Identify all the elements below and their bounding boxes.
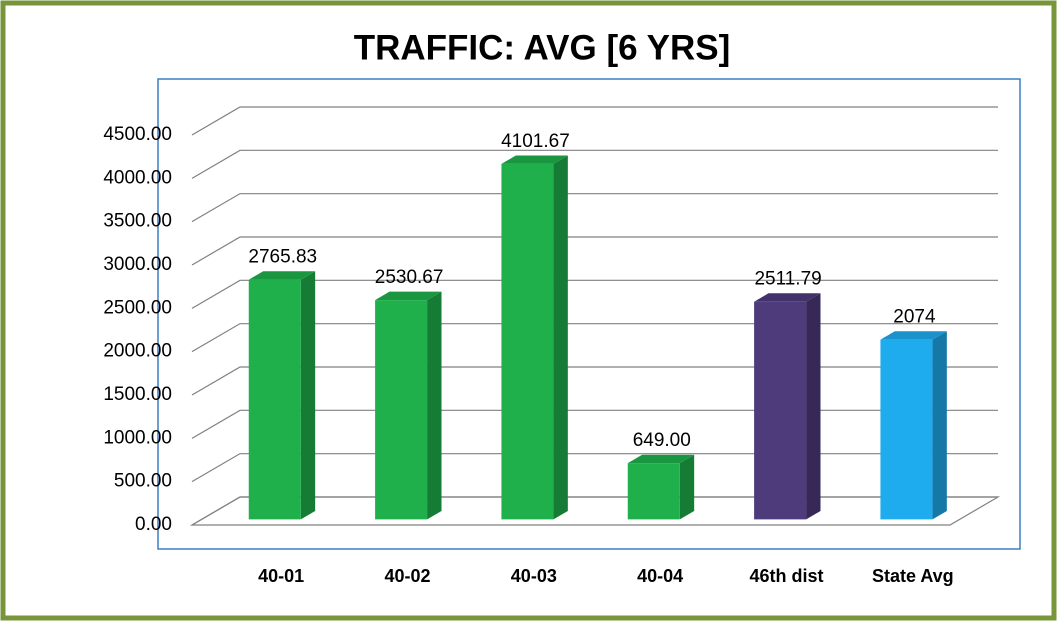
bar-side	[679, 454, 695, 520]
bar-front	[754, 301, 807, 520]
bar-front	[375, 300, 428, 520]
y-tick-label: 2000.00	[103, 341, 172, 362]
bar-side	[553, 155, 568, 520]
y-tick-label: 1000.00	[103, 427, 172, 448]
value-label: 2530.67	[375, 267, 444, 288]
y-tick-label: 500.00	[114, 471, 172, 492]
bar-side	[806, 293, 821, 520]
x-tick-label: State Avg	[872, 566, 954, 586]
y-tick-label: 4000.00	[103, 167, 172, 188]
value-label: 2765.83	[248, 247, 317, 268]
y-tick-label: 3500.00	[103, 211, 172, 232]
grid-line	[191, 279, 998, 309]
grid-line	[191, 496, 998, 526]
x-tick-label: 40-04	[637, 566, 683, 586]
bar	[248, 271, 316, 520]
y-tick-label: 3000.00	[103, 254, 172, 275]
bar	[880, 331, 947, 520]
grid-line	[191, 409, 998, 439]
x-tick-label: 40-02	[384, 566, 430, 586]
bar-front	[880, 339, 933, 520]
bar-front	[501, 163, 554, 520]
grid-line	[191, 149, 998, 179]
bar-side	[300, 271, 316, 520]
bar	[501, 155, 568, 520]
bar	[754, 293, 821, 520]
bar-top	[248, 271, 316, 280]
bar-side	[427, 291, 442, 520]
x-tick-label: 40-01	[258, 566, 304, 586]
value-label: 2074	[893, 307, 936, 328]
grid-line	[191, 236, 998, 266]
bar-front	[627, 463, 680, 520]
bar-top	[375, 291, 442, 301]
grid-line	[191, 453, 998, 483]
bar	[627, 454, 695, 520]
value-label: 2511.79	[754, 269, 821, 290]
y-tick-label: 4500.00	[103, 124, 172, 145]
chart-title: TRAFFIC: AVG [6 YRS]	[354, 28, 731, 67]
grid-line	[191, 366, 998, 396]
value-label: 4101.67	[501, 131, 570, 152]
bar-top	[627, 454, 695, 464]
grid-line	[191, 193, 998, 223]
y-tick-label: 2500.00	[103, 297, 172, 318]
grid-line	[191, 323, 998, 353]
bar-side	[932, 331, 947, 520]
value-label: 649.00	[633, 430, 691, 451]
bar-front	[248, 279, 301, 520]
bar-top	[501, 155, 568, 164]
bar-top	[754, 293, 821, 302]
y-tick-label: 1500.00	[103, 384, 172, 405]
grid-line	[191, 106, 998, 136]
x-tick-label: 40-03	[511, 566, 557, 586]
bar	[375, 291, 442, 520]
bar-top	[880, 331, 947, 340]
x-tick-label: 46th dist	[749, 566, 823, 586]
y-tick-label: 0.00	[135, 514, 172, 535]
